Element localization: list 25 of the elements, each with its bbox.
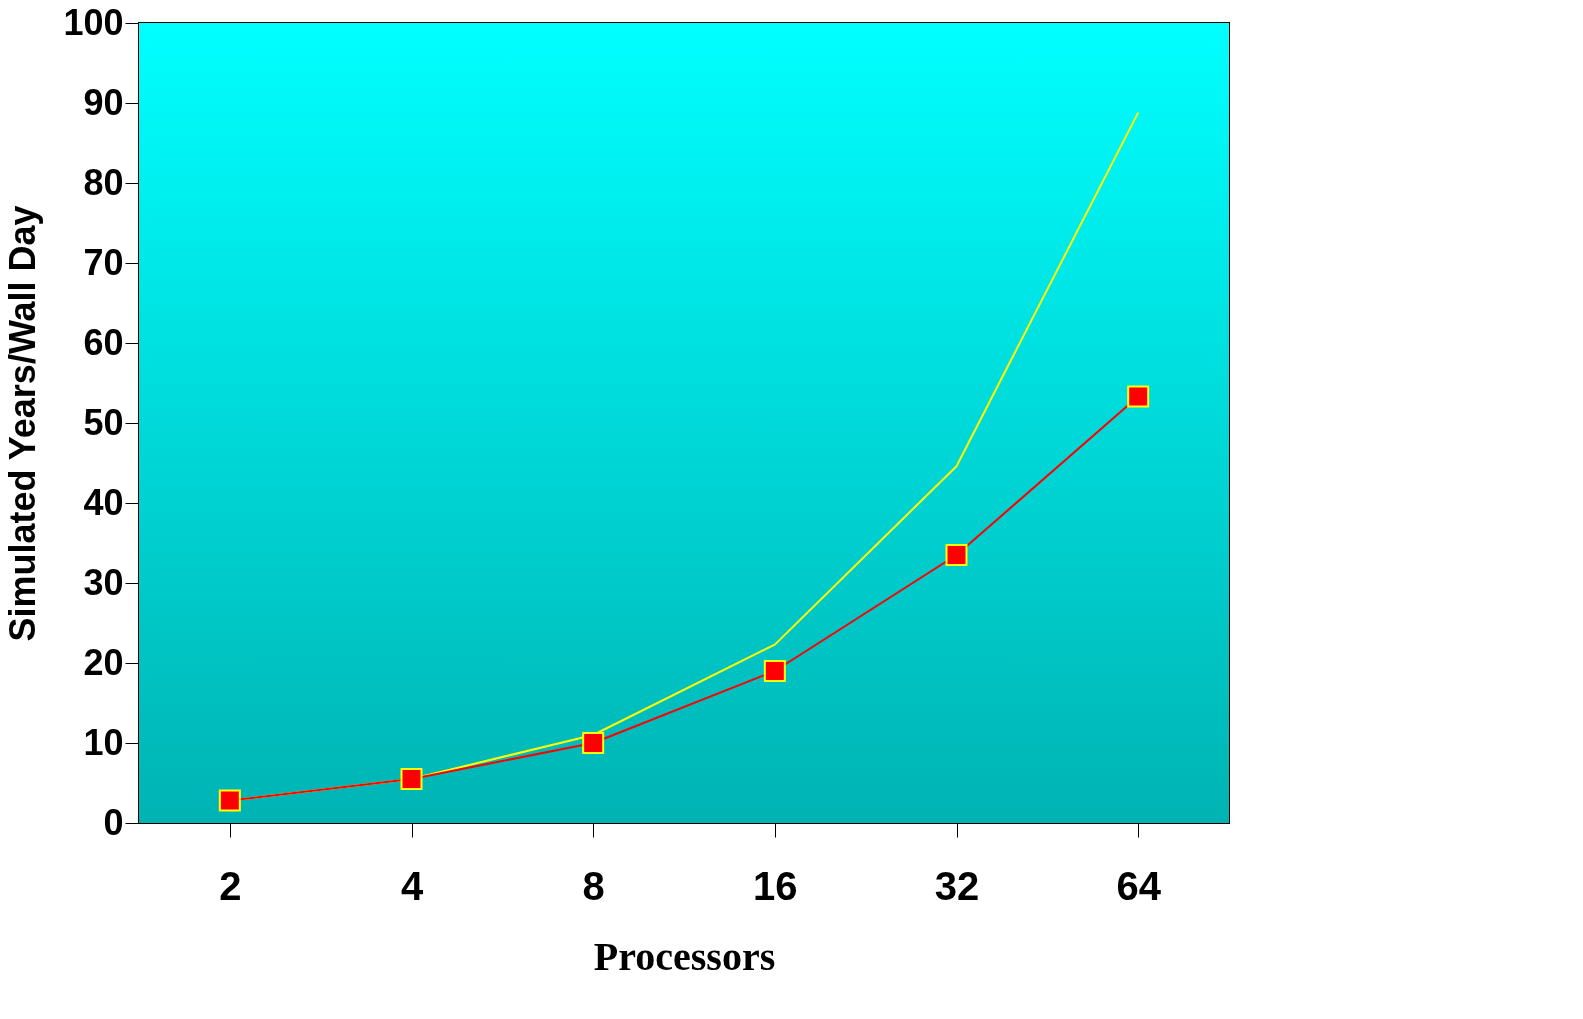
y-tick-label: 80	[83, 161, 124, 203]
x-tick-label: 8	[582, 863, 605, 908]
point	[1127, 385, 1150, 408]
y-tick-label: 20	[83, 641, 124, 683]
y-tick-label: 0	[103, 801, 124, 843]
x-tick-label: 32	[934, 863, 980, 908]
point	[763, 660, 786, 682]
x-tick-label: 16	[753, 863, 798, 908]
x-tick-label: 64	[1116, 863, 1162, 908]
x-axis-title: Processors	[593, 933, 776, 979]
y-tick-label: 50	[83, 401, 124, 443]
y-tick-label: 30	[83, 561, 124, 603]
y-axis-title: Simulated Years/Wall Day	[2, 205, 44, 642]
y-tick-label: 40	[83, 481, 124, 523]
y-tick-label: 60	[83, 321, 124, 363]
y-tick-label: 70	[83, 241, 124, 283]
y-tick-label: 100	[63, 1, 124, 43]
y-tick-label: 90	[83, 81, 124, 123]
point	[582, 732, 605, 754]
point	[945, 544, 968, 566]
x-tick-label: 2	[219, 863, 242, 908]
point	[218, 789, 241, 812]
x-tick-label: 4	[400, 863, 424, 908]
y-tick-label: 10	[83, 721, 124, 763]
point	[400, 768, 423, 790]
